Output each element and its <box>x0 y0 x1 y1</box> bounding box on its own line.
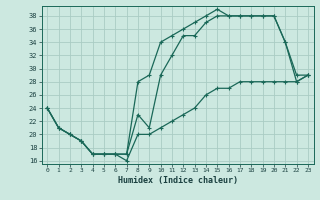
X-axis label: Humidex (Indice chaleur): Humidex (Indice chaleur) <box>118 176 237 185</box>
